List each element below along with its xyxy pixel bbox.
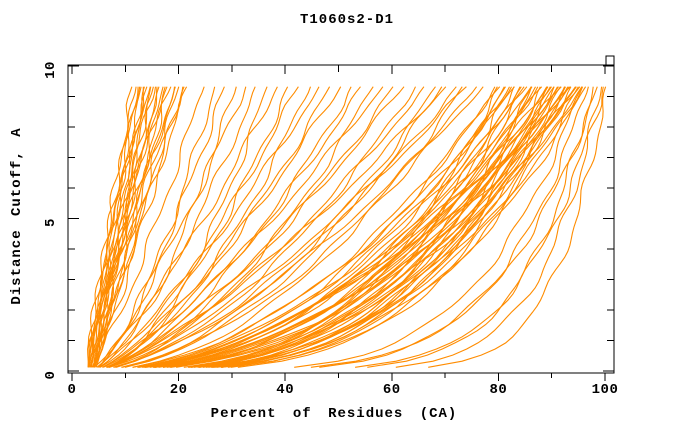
gdt-curve — [142, 86, 562, 368]
y-tick-label: 0 — [43, 371, 59, 380]
gdt-curve — [88, 86, 176, 368]
gdt-curve — [105, 86, 312, 368]
gdt-curve — [99, 86, 320, 368]
gdt-curve — [93, 86, 176, 368]
gdt-curve — [162, 86, 577, 368]
gdt-curve — [210, 86, 561, 368]
gdt-curve — [197, 86, 555, 368]
gdt-curve — [214, 86, 533, 368]
x-tick-label: 80 — [489, 382, 507, 398]
gdt-curve — [122, 86, 478, 368]
gdt-curve — [107, 86, 361, 368]
gdt-curve — [108, 86, 447, 368]
gdt-curve — [319, 86, 589, 368]
chart-title: T1060s2-D1 — [299, 12, 395, 28]
gdt-curve — [90, 86, 172, 368]
y-tick-label: 10 — [43, 61, 59, 79]
gdt-curve — [310, 86, 598, 368]
gdt-curve — [237, 86, 566, 368]
gdt-curve — [102, 86, 342, 368]
gdt-curve — [91, 86, 205, 368]
x-tick-label: 100 — [592, 382, 619, 398]
gdt-curve — [132, 86, 463, 368]
gdt-curve — [101, 86, 384, 368]
gdt-curve — [190, 86, 515, 368]
gdt-curve — [202, 86, 572, 368]
gdt-curve — [93, 86, 188, 368]
gdt-curve — [88, 86, 157, 368]
gdt-curve — [139, 86, 571, 368]
gdt-curve — [294, 86, 583, 368]
gdt-curve — [216, 86, 587, 368]
gdt-curve — [205, 86, 584, 368]
gdt-curve — [113, 86, 374, 368]
gdt-curve — [87, 86, 142, 368]
gdt-curve — [163, 86, 539, 368]
y-tick-label: 5 — [43, 218, 59, 227]
gdt-curve — [93, 86, 278, 368]
gdt-curves — [87, 86, 607, 368]
x-tick-label: 60 — [383, 382, 401, 398]
gdt-curve — [355, 86, 604, 368]
gdt-curve — [191, 86, 576, 368]
gdt-curve — [428, 86, 607, 368]
gdt-curve — [88, 86, 185, 368]
x-tick-label: 0 — [68, 382, 77, 398]
gdt-curve — [98, 86, 247, 368]
x-tick-label: 40 — [276, 382, 294, 398]
gdt-curve — [109, 86, 467, 368]
gdt-curve — [115, 86, 484, 368]
gdt-curve — [230, 86, 549, 368]
gdt-curve — [108, 86, 268, 368]
gdt-curve — [106, 86, 394, 368]
y-axis-title: Distance Cutoff, A — [9, 127, 25, 305]
corner-notch — [605, 55, 615, 66]
gdt-curve — [124, 86, 443, 368]
gdt-curve — [92, 86, 148, 368]
gdt-curve — [107, 86, 405, 368]
gdt-curve — [94, 86, 168, 368]
gdt-curve — [115, 86, 416, 368]
gdt-curve — [170, 86, 583, 368]
gdt-curve — [97, 86, 216, 368]
gdt-curve — [143, 86, 512, 368]
gdt-curve — [98, 86, 225, 368]
plot-frame — [67, 64, 615, 374]
gdt-curve — [103, 86, 331, 368]
gdt-curve — [220, 86, 558, 368]
gdt-curve — [149, 86, 532, 368]
gdt-curve — [99, 86, 299, 368]
gdt-curve — [199, 86, 521, 368]
gdt-curve — [138, 86, 528, 368]
gdt-curve — [113, 86, 457, 368]
gdt-curve — [106, 86, 289, 368]
gdt-curve — [96, 86, 256, 368]
x-tick-label: 20 — [170, 382, 188, 398]
x-axis-title: Percent of Residues (CA) — [210, 406, 458, 422]
gdt-curve — [132, 86, 515, 368]
